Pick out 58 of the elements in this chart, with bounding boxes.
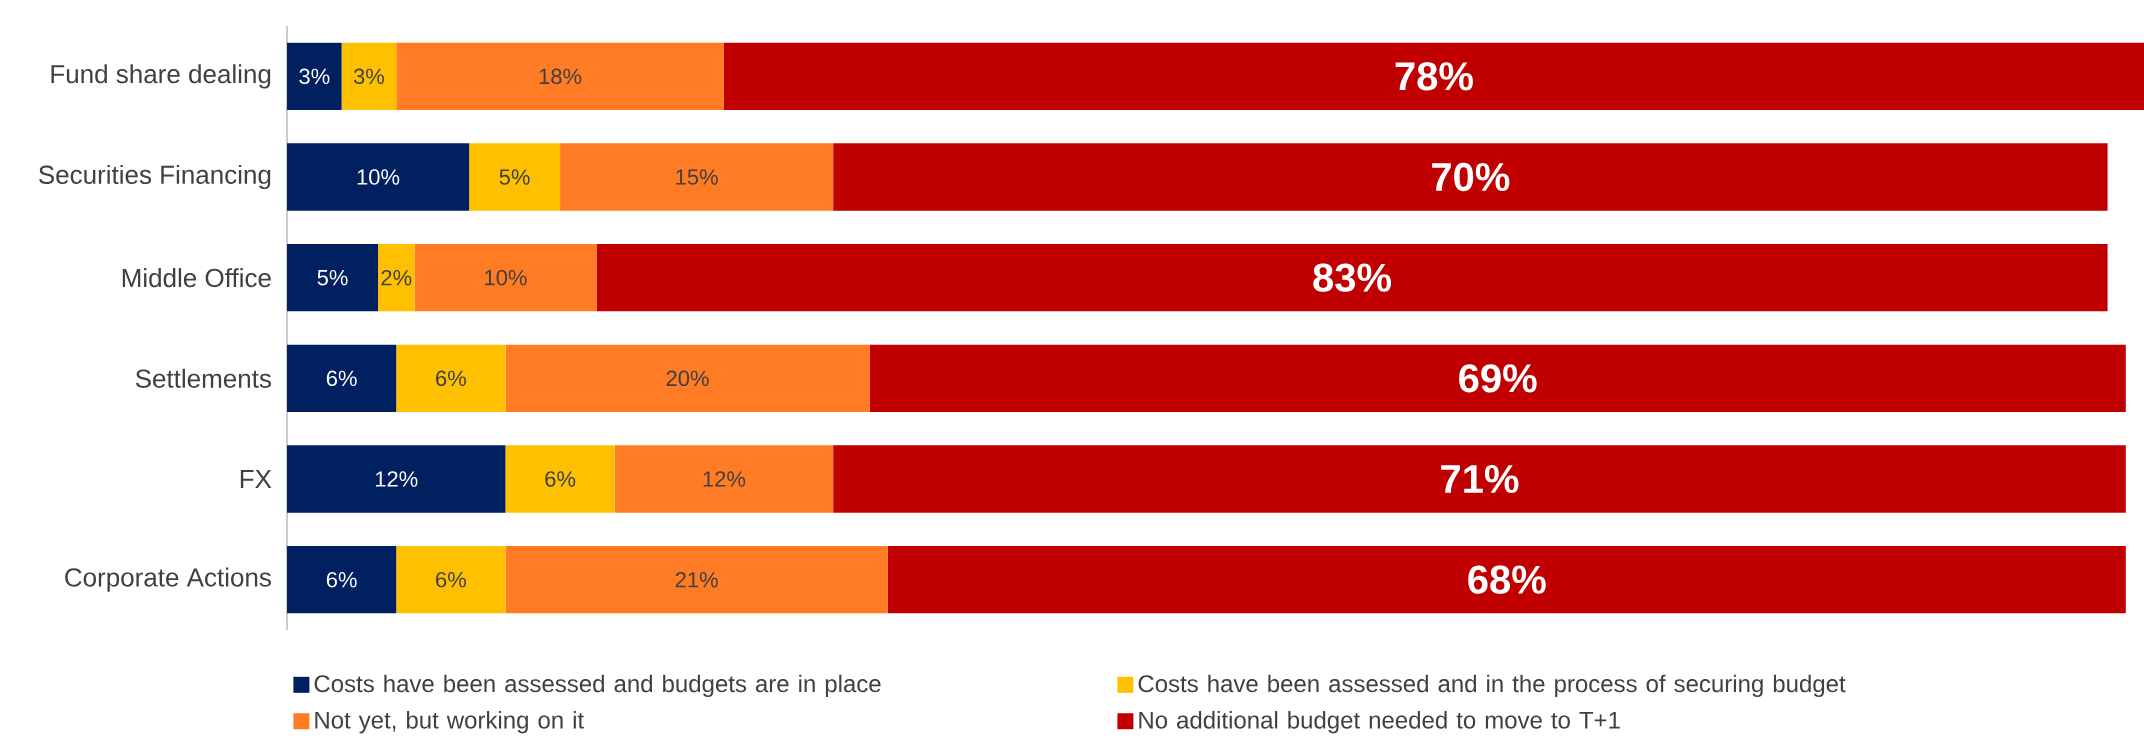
data-label: 15% [676,169,718,185]
y-tick-label: Middle Office [122,268,271,288]
data-label: 18% [539,68,582,85]
bar [596,243,2108,312]
bar [887,545,2126,614]
data-label: 3% [299,68,330,85]
data-label: 68% [1468,565,1546,594]
data-label: 69% [1459,364,1537,393]
bar [287,243,379,312]
data-label: 6% [326,571,357,588]
data-label: 2% [381,269,412,286]
data-label: 12% [703,471,746,487]
bar [414,243,597,312]
data-label: 10% [485,269,527,286]
bar [469,143,561,211]
y-tick-label: Securities Financing [39,164,271,190]
bar [287,143,470,211]
y-tick-label: Corporate Actions [65,567,271,592]
legend-label: Not yet, but working on it [315,711,584,734]
bar [869,344,2126,413]
bar [505,344,870,413]
bar [614,445,834,513]
bar [396,42,724,111]
bar [287,344,397,413]
bar [833,143,2108,211]
bar [287,445,506,513]
data-label: 70% [1432,162,1510,192]
data-label: 83% [1313,263,1391,292]
data-label: 6% [436,370,466,387]
data-label: 12% [375,471,418,487]
bar [396,344,506,413]
data-label: 6% [545,471,576,487]
data-label: 5% [499,169,530,185]
data-label: 6% [326,370,357,387]
y-tick-label: Settlements [135,368,272,388]
bar [505,445,615,513]
data-label: 3% [353,68,385,85]
bar [287,42,342,111]
data-label: 21% [675,571,718,588]
data-label: 6% [436,571,466,588]
bar [287,545,397,614]
bar [560,143,834,211]
bar [723,42,2144,111]
y-tick-label: Fund share dealing [51,64,271,89]
data-label: 5% [317,269,348,286]
bar [378,243,415,312]
bar [505,545,888,614]
y-tick-label: FX [240,470,272,488]
bar [341,42,397,111]
legend-label: Costs have been assessed and budgets are in place [314,674,881,698]
data-label: 78% [1395,62,1473,91]
data-label: 71% [1441,464,1519,494]
bar [833,445,2126,513]
legend-label: No additional budget needed to move to T+1 [1139,711,1620,734]
bar [396,545,506,614]
data-label: 10% [357,169,400,185]
legend-label: Costs have been assessed and in the process of securing budget [1138,674,1846,698]
data-label: 20% [666,370,709,387]
